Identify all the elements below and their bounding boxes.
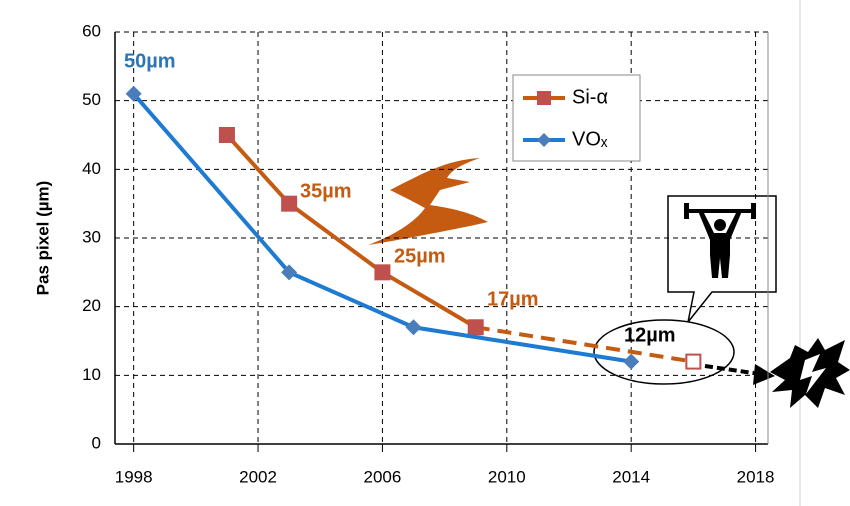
x-tick-label: 2002 xyxy=(239,467,277,486)
line-projected xyxy=(475,325,694,364)
arrow-head xyxy=(753,364,775,385)
y-tick-label: 10 xyxy=(82,365,101,384)
legend-marker xyxy=(537,133,551,147)
x-tick-label: 2010 xyxy=(488,467,526,486)
annotation: 17µm xyxy=(487,288,539,310)
callout xyxy=(667,195,777,323)
y-tick-label: 40 xyxy=(82,159,101,178)
annotation: 35µm xyxy=(300,180,352,202)
point xyxy=(623,353,640,370)
y-tick-label: 20 xyxy=(82,296,101,315)
legend-box xyxy=(512,74,641,162)
point xyxy=(405,319,422,336)
point xyxy=(218,127,235,143)
point xyxy=(281,264,298,281)
legend-marker xyxy=(537,91,551,105)
highlight-ellipse xyxy=(593,319,735,385)
point xyxy=(685,353,702,370)
x-tick-label: 2014 xyxy=(612,467,650,486)
legend-label: Si-α xyxy=(572,86,608,108)
x-tick-label: 2006 xyxy=(364,467,402,486)
annotation: 50µm xyxy=(124,50,176,72)
line xyxy=(225,133,477,329)
surfer-icon xyxy=(368,158,488,245)
y-axis-label: Pas pixel (µm) xyxy=(33,181,52,296)
arrow xyxy=(704,364,761,376)
annotation: 25µm xyxy=(394,245,446,267)
x-tick-label: 1998 xyxy=(115,467,153,486)
y-tick-label: 0 xyxy=(92,433,101,452)
annotation: 12µm xyxy=(624,324,676,346)
point xyxy=(281,195,298,212)
point xyxy=(374,264,391,281)
line xyxy=(132,92,632,364)
point xyxy=(125,85,142,102)
burst-bolt xyxy=(800,354,826,394)
legend-label: VOₓ xyxy=(572,128,608,150)
y-tick-label: 50 xyxy=(82,90,101,109)
y-tick-label: 30 xyxy=(82,227,101,246)
point xyxy=(467,319,484,336)
y-tick-label: 60 xyxy=(82,21,101,40)
x-tick-label: 2018 xyxy=(737,467,775,486)
